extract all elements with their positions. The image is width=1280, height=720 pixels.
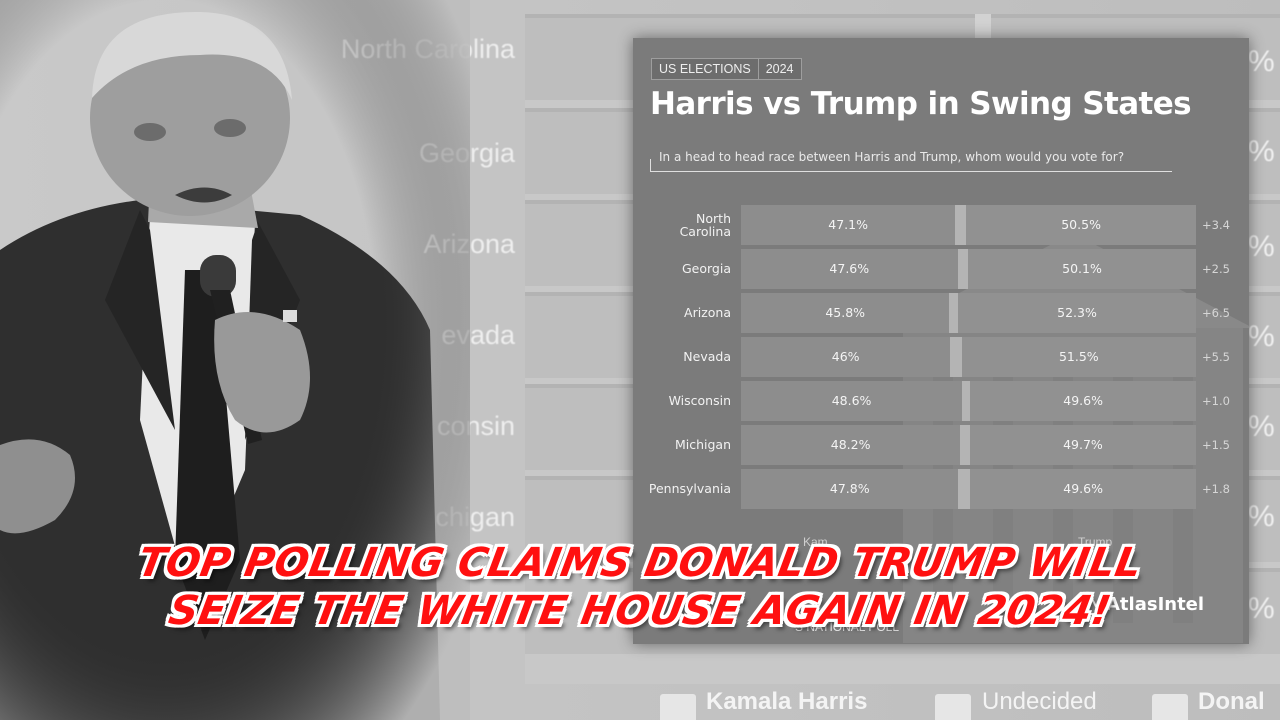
margin-label-michigan: +1.5: [1202, 438, 1230, 452]
bar-segment-north-carolina-2: [966, 205, 1196, 245]
background-legend-harris: Kamala Harris: [706, 688, 868, 715]
data-label-nevada-2: 51.5%: [1058, 349, 1099, 364]
footer-source: S NATIONAL POLL: [795, 620, 900, 634]
data-label-arizona-2: 52.3%: [1057, 305, 1097, 320]
margin-label-north-carolina: +3.4: [1202, 218, 1230, 232]
data-label-wisconsin-0: 48.6%: [831, 393, 872, 408]
background-legend-avatar: [1152, 694, 1188, 720]
bar-segment-georgia-0: [741, 249, 958, 289]
bar-segment-arizona-1: [949, 293, 959, 333]
data-label-georgia-2: 50.1%: [1062, 261, 1102, 276]
margin-label-arizona: +6.5: [1202, 306, 1230, 320]
chart-title: Harris vs Trump in Swing States: [650, 86, 1192, 122]
state-label-north-carolina: North Carolina: [679, 211, 731, 239]
data-label-michigan-0: 48.2%: [830, 437, 871, 452]
tag-row: US ELECTIONS 2024: [651, 58, 802, 80]
data-label-arizona-0: 45.8%: [825, 305, 866, 320]
legend-harris-fragment: Kam: [803, 535, 828, 549]
bar-segment-arizona-2: [958, 293, 1196, 333]
bar-segment-michigan-1: [960, 425, 970, 465]
bar-segment-wisconsin-0: [741, 381, 963, 421]
bar-segment-wisconsin-2: [970, 381, 1196, 421]
bar-segment-pennsylvania-0: [741, 469, 959, 509]
bar-segment-pennsylvania-2: [970, 469, 1196, 509]
background-legend-trump: Donal: [1198, 688, 1265, 715]
bar-segment-michigan-2: [969, 425, 1196, 465]
tag-year: 2024: [758, 58, 802, 80]
chart-subtitle: In a head to head race between Harris an…: [659, 150, 1125, 164]
background-percent: %: [1248, 320, 1275, 353]
background-percent: %: [1248, 135, 1275, 168]
background-legend-swatch: [935, 694, 971, 720]
background-legend-avatar: [660, 694, 696, 720]
background-percent: %: [1248, 500, 1275, 533]
state-label-pennsylvania: Pennsylvania: [648, 481, 731, 496]
margin-label-nevada: +5.5: [1202, 350, 1230, 364]
speaker-photo: [0, 0, 470, 720]
headline-line-1: TOP POLLING CLAIMS DONALD TRUMP WILL: [134, 540, 1146, 586]
state-label-wisconsin: Wisconsin: [668, 393, 731, 408]
background-legend-undecided: Undecided: [982, 688, 1097, 715]
margin-label-georgia: +2.5: [1202, 262, 1230, 276]
state-label-nevada: Nevada: [683, 349, 731, 364]
legend-trump-fragment: Trump: [1078, 535, 1113, 549]
data-label-north-carolina-2: 50.5%: [1061, 217, 1101, 232]
data-label-pennsylvania-2: 49.6%: [1063, 481, 1103, 496]
bar-segment-nevada-1: [950, 337, 962, 377]
poll-chart-card: US ELECTIONS 2024 Harris vs Trump in Swi…: [633, 38, 1249, 644]
data-label-north-carolina-0: 47.1%: [828, 217, 868, 232]
bar-segment-pennsylvania-1: [958, 469, 971, 509]
bar-segment-nevada-2: [961, 337, 1196, 377]
brand-atlasintel: AtlasIntel: [1106, 594, 1205, 615]
margin-label-pennsylvania: +1.8: [1202, 482, 1230, 496]
bar-segment-arizona-0: [741, 293, 950, 333]
subtitle-bracket: [650, 159, 651, 172]
background-percent: %: [1248, 45, 1275, 78]
data-label-nevada-0: 46%: [831, 349, 860, 364]
bar-segment-north-carolina-0: [741, 205, 956, 245]
stacked-bar-chart: North Carolina 47.1% 50.5% +3.4 Georgia 47.6% 5…: [633, 38, 1249, 644]
background-percent: %: [1248, 592, 1275, 625]
state-label-michigan: Michigan: [674, 437, 731, 452]
bar-segment-michigan-0: [741, 425, 961, 465]
tag-us-elections: US ELECTIONS: [651, 58, 759, 80]
background-percent: %: [1248, 410, 1275, 443]
bar-segment-nevada-0: [741, 337, 951, 377]
bar-segment-georgia-2: [968, 249, 1196, 289]
bar-segment-north-carolina-1: [955, 205, 967, 245]
atlasintel-logo-icon: [1081, 596, 1101, 615]
state-label-arizona: Arizona: [684, 305, 731, 320]
data-label-michigan-2: 49.7%: [1063, 437, 1103, 452]
margin-label-wisconsin: +1.0: [1202, 394, 1230, 408]
data-label-pennsylvania-0: 47.8%: [829, 481, 870, 496]
background-percent: %: [1248, 230, 1275, 263]
data-label-georgia-0: 47.6%: [829, 261, 870, 276]
subtitle-underline: [650, 171, 1172, 172]
bar-segment-georgia-1: [957, 249, 969, 289]
data-label-wisconsin-2: 49.6%: [1063, 393, 1103, 408]
state-label-georgia: Georgia: [681, 261, 731, 276]
bar-segment-wisconsin-1: [962, 381, 971, 421]
headline-line-2: SEIZE THE WHITE HOUSE AGAIN IN 2024!: [165, 588, 1115, 634]
